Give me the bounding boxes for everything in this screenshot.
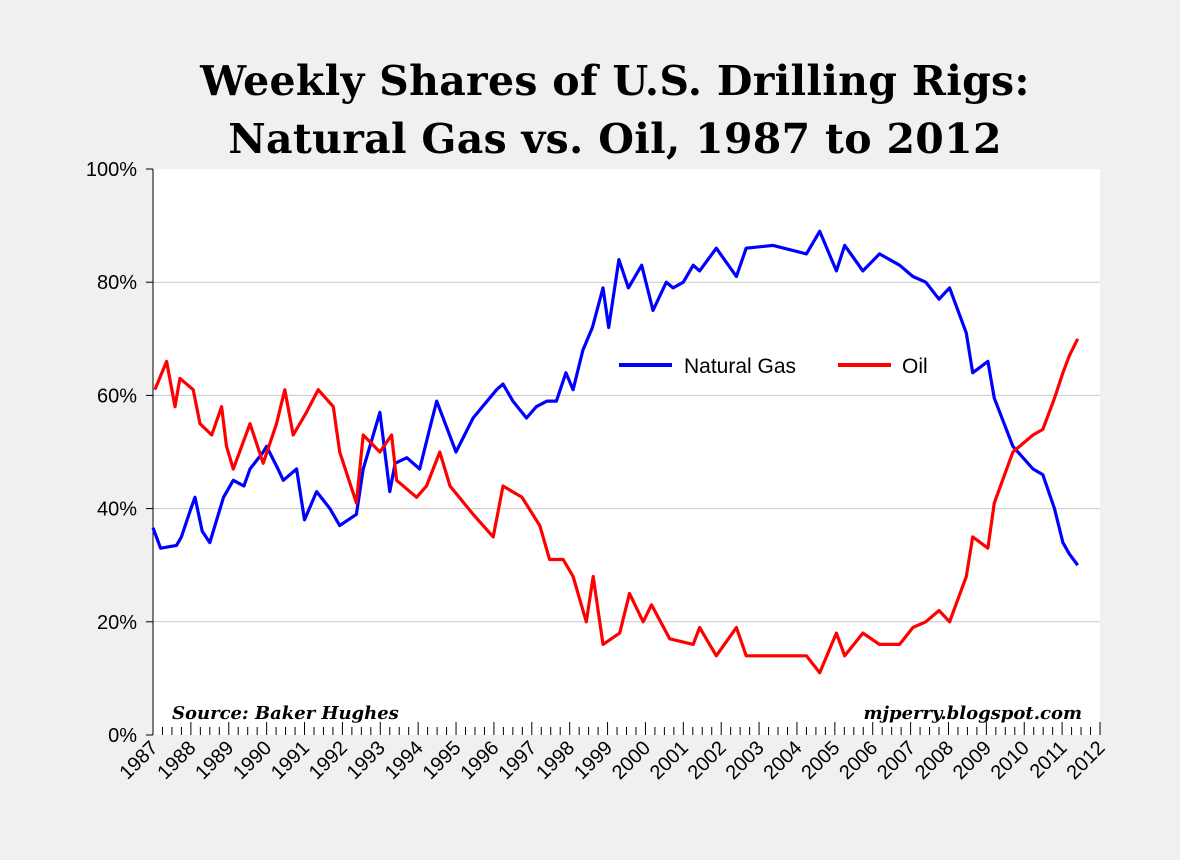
x-tick-label: 2010: [987, 737, 1034, 784]
legend-label-natural-gas: Natural Gas: [684, 355, 796, 378]
x-tick-label: 1993: [343, 737, 390, 784]
x-tick-label: 1988: [153, 737, 200, 784]
x-tick-label: 2001: [646, 737, 693, 784]
x-tick-label: 1994: [381, 737, 428, 784]
x-tick-label: 2007: [873, 737, 920, 784]
x-tick-label: 1990: [229, 737, 276, 784]
x-tick-label: 1996: [456, 737, 503, 784]
x-tick-label: 2012: [1063, 737, 1110, 784]
legend-label-oil: Oil: [902, 355, 928, 378]
x-tick-label: 2005: [797, 737, 844, 784]
x-tick-label: 1999: [570, 737, 617, 784]
chart-title: Weekly Shares of U.S. Drilling Rigs: Nat…: [0, 52, 1180, 168]
chart-subtitle: Natural Gas vs. Oil, 1987 to 2012: [228, 115, 1002, 163]
x-tick-label: 2004: [759, 737, 806, 784]
y-tick-label: 20%: [97, 612, 137, 634]
source-note: Source: Baker Hughes: [172, 703, 399, 724]
x-tick-label: 1991: [267, 737, 314, 784]
y-tick-label: 40%: [97, 499, 137, 521]
plot-area: [153, 169, 1100, 735]
x-tick-label: 2000: [608, 737, 655, 784]
x-tick-label: 2006: [835, 737, 882, 784]
x-tick-label: 1992: [305, 737, 352, 784]
y-tick-label: 60%: [97, 385, 137, 407]
x-tick-label: 2011: [1026, 737, 1072, 783]
chart-title-line-1: Weekly Shares of U.S. Drilling Rigs:: [200, 57, 1030, 105]
watermark: mjperry.blogspot.com: [863, 703, 1082, 724]
y-tick-label: 80%: [97, 272, 137, 294]
x-tick-label: 2003: [722, 737, 769, 784]
x-tick-label: 1989: [191, 737, 238, 784]
x-tick-label: 2009: [949, 737, 996, 784]
series-line-oil: [153, 338, 1080, 675]
legend: Natural Gas Oil: [619, 355, 928, 378]
x-tick-label: 1995: [419, 737, 466, 784]
x-tick-label: 1998: [532, 737, 579, 784]
y-tick-label: 0%: [108, 725, 137, 747]
x-tick-label: 2008: [911, 737, 958, 784]
y-tick-label: 100%: [86, 159, 137, 181]
x-tick-label: 2002: [684, 737, 731, 784]
x-tick-label: 1997: [494, 737, 541, 784]
